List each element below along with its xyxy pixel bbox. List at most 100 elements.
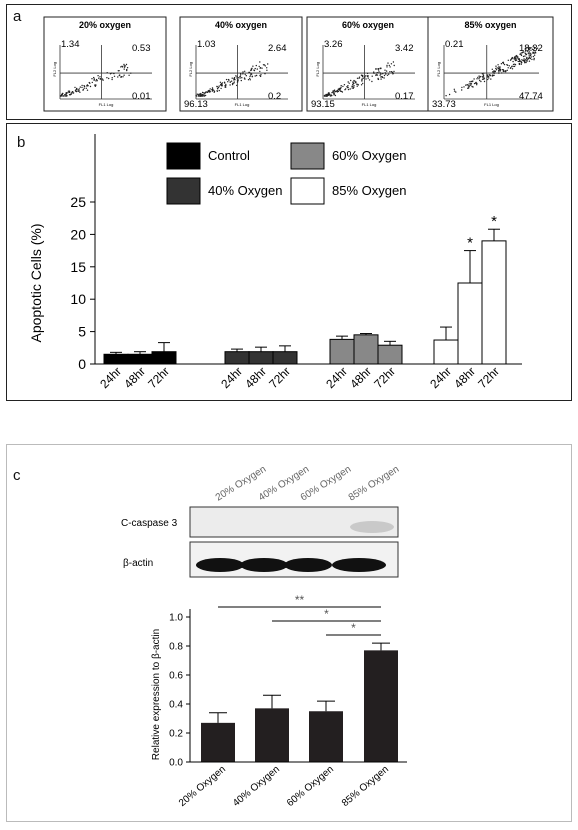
flow-event-dot bbox=[508, 65, 510, 67]
quadrant-upper-right-value: 3.42 bbox=[395, 43, 414, 54]
flow-event-dot bbox=[495, 65, 497, 67]
flow-plot-2: 40% oxygen 1.03 2.64 96.13 0.2 FL1 Log FL2 Log bbox=[179, 16, 303, 112]
flow-x-axis-label: FL1 Log bbox=[235, 102, 250, 107]
flow-event-dot bbox=[530, 56, 532, 58]
significance-marker: * bbox=[491, 213, 497, 230]
flow-event-dot bbox=[351, 85, 353, 88]
legend-swatch-3 bbox=[166, 177, 201, 205]
flow-event-dot bbox=[97, 75, 99, 77]
actin-band bbox=[196, 558, 244, 572]
flow-event-dot bbox=[368, 79, 371, 81]
flow-event-dot bbox=[364, 76, 366, 78]
x-tick-label: 72hr bbox=[371, 364, 398, 391]
quadrant-upper-right-value: 18.32 bbox=[519, 43, 543, 54]
legend-label-2: 60% Oxygen bbox=[332, 148, 406, 163]
flow-event-dot bbox=[91, 81, 94, 84]
flow-event-dot bbox=[507, 67, 509, 69]
quadrant-lower-right-value: 0.2 bbox=[268, 91, 281, 102]
bar-control-24hr bbox=[103, 353, 129, 365]
flow-y-axis-label: FL2 Log bbox=[188, 62, 193, 77]
flow-event-dot bbox=[229, 81, 231, 83]
flow-event-dot bbox=[495, 67, 497, 70]
flow-event-dot bbox=[366, 72, 369, 75]
flow-event-dot bbox=[356, 85, 358, 87]
flow-event-dot bbox=[392, 61, 395, 63]
x-tick-label: 24hr bbox=[218, 364, 245, 391]
flow-event-dot bbox=[393, 64, 395, 67]
flow-event-dot bbox=[347, 86, 349, 89]
flow-event-dot bbox=[195, 95, 197, 97]
flow-event-dot bbox=[93, 79, 95, 81]
flow-x-axis-label: FL1 Log bbox=[99, 102, 114, 107]
flow-event-dot bbox=[365, 75, 367, 77]
flow-event-dot bbox=[94, 84, 96, 86]
flow-event-dot bbox=[342, 85, 344, 88]
flow-event-dot bbox=[358, 77, 360, 80]
flow-event-dot bbox=[526, 56, 528, 59]
flow-event-dot bbox=[125, 63, 128, 66]
flow-event-dot bbox=[348, 82, 350, 85]
panel-b: b Control 60% Oxygen 40% Oxygen 85% Oxygen 0… bbox=[6, 123, 572, 401]
flow-event-dot bbox=[523, 58, 525, 60]
flow-event-dot bbox=[470, 83, 473, 85]
flow-event-dot bbox=[530, 47, 532, 49]
flow-event-dot bbox=[373, 72, 375, 75]
legend-swatch-4 bbox=[290, 177, 325, 205]
flow-event-dot bbox=[220, 84, 222, 86]
flow-event-dot bbox=[233, 81, 235, 83]
flow-plot-title: 60% oxygen bbox=[342, 20, 394, 30]
flow-event-dot bbox=[261, 67, 263, 69]
flow-event-dot bbox=[68, 90, 71, 92]
x-tick-label: 20% Oxygen bbox=[177, 764, 228, 809]
flow-event-dot bbox=[111, 72, 113, 74]
flow-event-dot bbox=[498, 72, 500, 75]
flow-event-dot bbox=[514, 63, 516, 65]
flow-event-dot bbox=[197, 95, 200, 97]
flow-event-dot bbox=[213, 89, 215, 92]
flow-event-dot bbox=[469, 81, 471, 83]
y-tick-label: 0.0 bbox=[169, 758, 183, 769]
flow-event-dot bbox=[117, 76, 119, 78]
flow-event-dot bbox=[113, 72, 115, 75]
x-tick-label: 48hr bbox=[347, 364, 374, 391]
flow-event-dot bbox=[122, 76, 124, 78]
flow-event-dot bbox=[102, 79, 104, 81]
flow-event-dot bbox=[383, 77, 385, 79]
flow-event-dot bbox=[487, 74, 489, 76]
flow-event-dot bbox=[86, 85, 88, 87]
flow-event-dot bbox=[83, 85, 85, 87]
flow-event-dot bbox=[381, 76, 383, 78]
flow-event-dot bbox=[371, 75, 373, 77]
flow-event-dot bbox=[353, 85, 355, 87]
flow-event-dot bbox=[492, 71, 494, 73]
flow-event-dot bbox=[223, 81, 226, 84]
flow-event-dot bbox=[528, 54, 530, 56]
flow-event-dot bbox=[236, 75, 238, 78]
flow-event-dot bbox=[386, 64, 388, 67]
y-tick-label: 5 bbox=[78, 324, 86, 340]
flow-event-dot bbox=[216, 86, 218, 88]
flow-event-dot bbox=[502, 69, 504, 71]
flow-event-dot bbox=[225, 86, 227, 88]
flow-event-dot bbox=[379, 67, 381, 69]
flow-event-dot bbox=[453, 90, 456, 92]
flow-event-dot bbox=[76, 87, 78, 90]
flow-event-dot bbox=[474, 82, 477, 84]
flow-event-dot bbox=[514, 56, 516, 58]
quadrant-upper-left-value: 3.26 bbox=[324, 39, 343, 50]
flow-event-dot bbox=[360, 74, 363, 76]
y-tick-label: 0.2 bbox=[169, 729, 183, 740]
y-tick-label: 1.0 bbox=[169, 613, 183, 624]
flow-event-dot bbox=[247, 79, 250, 81]
flow-event-dot bbox=[219, 81, 222, 84]
flow-event-dot bbox=[242, 73, 244, 75]
flow-event-dot bbox=[388, 64, 390, 67]
flow-event-dot bbox=[258, 65, 260, 68]
panel-a-letter: a bbox=[13, 8, 22, 25]
flow-event-dot bbox=[492, 74, 494, 76]
flow-event-dot bbox=[207, 91, 209, 93]
flow-event-dot bbox=[236, 77, 238, 79]
flow-event-dot bbox=[455, 91, 457, 93]
flow-event-dot bbox=[520, 54, 523, 57]
